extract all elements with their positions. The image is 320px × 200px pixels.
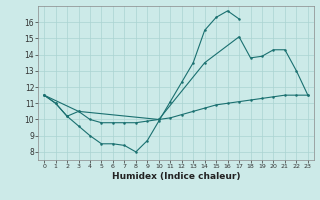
X-axis label: Humidex (Indice chaleur): Humidex (Indice chaleur) bbox=[112, 172, 240, 181]
